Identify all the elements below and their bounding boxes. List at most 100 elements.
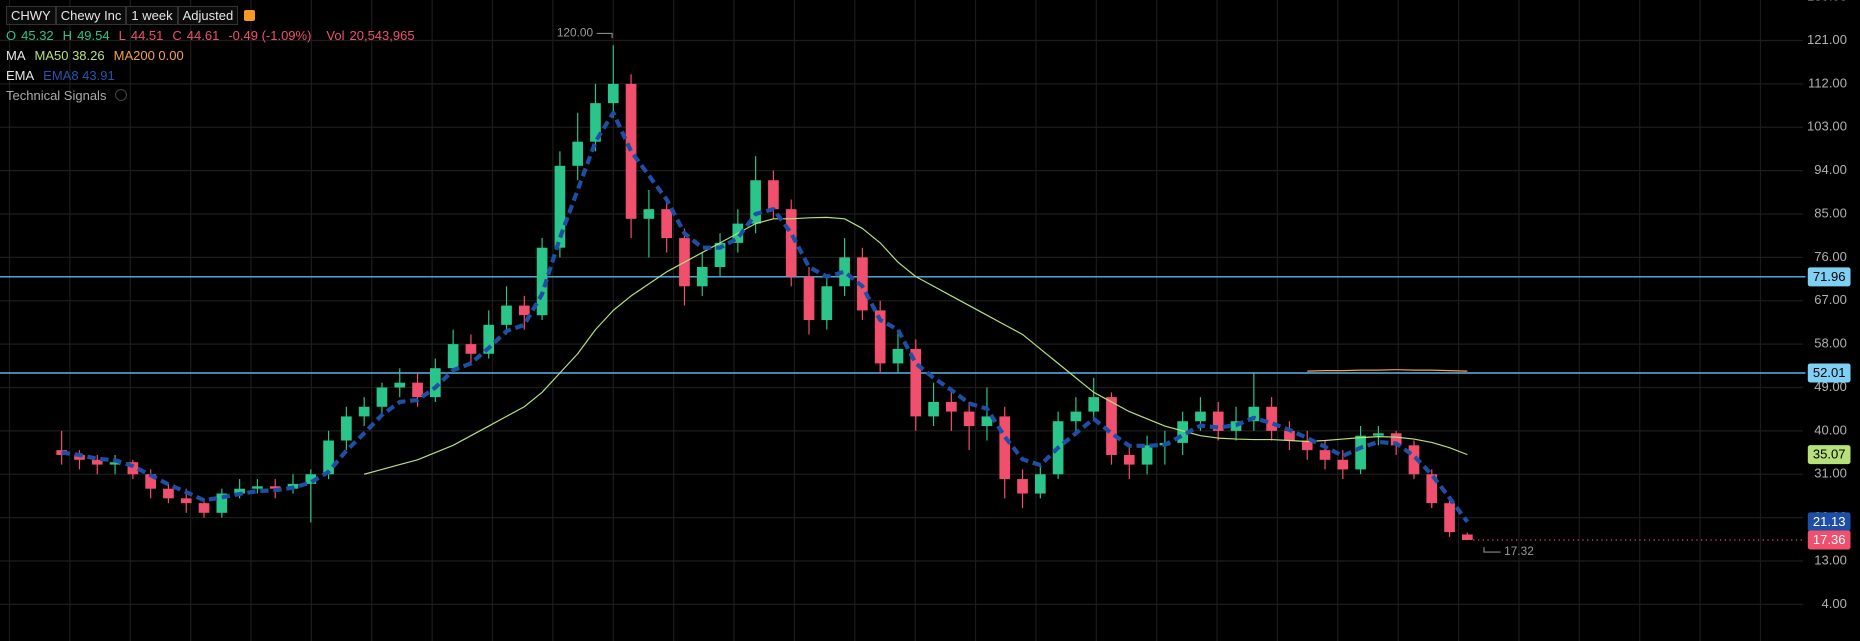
high-marker: [596, 32, 613, 39]
remove-icon: [115, 89, 128, 101]
chart-header: CHWY Chewy Inc 1 week Adjusted O 45.32 H 49…: [6, 5, 415, 105]
volume-value: 20,543,965: [349, 27, 415, 43]
candle-body: [1177, 421, 1189, 443]
studies: MA MA50 38.26 MA200 0.00 EMA EMA8 43.91 Techn…: [6, 45, 415, 105]
candle-body: [750, 180, 761, 224]
candle-body: [714, 242, 726, 268]
candle-body: [590, 103, 601, 142]
candle-body: [1070, 411, 1082, 422]
candle-body: [910, 348, 922, 417]
candle-body: [412, 382, 423, 398]
quote-row: O 45.32 H 49.54 L 44.51 C 44.61 -0.49 (-1.09%) Vo…: [6, 25, 415, 45]
candle-body: [1017, 479, 1028, 494]
candle-body: [198, 503, 210, 513]
y-tick-label: 49.00: [1814, 379, 1847, 394]
study-title: EMA: [6, 67, 35, 83]
candle-body: [572, 141, 584, 166]
candle-body: [963, 411, 975, 427]
candle-body: [661, 209, 672, 239]
candle-body: [1106, 397, 1117, 455]
candle-body: [892, 348, 904, 364]
settings-icon[interactable]: [244, 9, 256, 21]
candle-body: [180, 498, 192, 504]
candle-body: [109, 462, 121, 465]
candle-body: [1444, 503, 1455, 533]
candle-body: [1373, 433, 1384, 436]
study-title: MA: [6, 47, 26, 63]
company-name: Chewy Inc: [55, 5, 127, 25]
candle-body: [394, 382, 406, 388]
candle-body: [1408, 445, 1420, 475]
candle-body: [447, 344, 459, 369]
volume: Vol 20,543,965: [326, 28, 414, 43]
candle-body: [785, 209, 797, 277]
quote-item: O 45.32: [6, 28, 54, 43]
candle-body: [216, 493, 228, 513]
adjustment[interactable]: Adjusted: [177, 5, 239, 25]
candle-body: [430, 368, 441, 398]
quote-value: 45.32: [21, 27, 54, 43]
study-row: MA MA50 38.26 MA200 0.00: [6, 45, 415, 65]
candle-body: [1141, 445, 1153, 465]
study-row: EMA EMA8 43.91: [6, 65, 415, 85]
indicator-line: [1307, 369, 1468, 372]
candle-body: [1462, 534, 1473, 540]
interval[interactable]: 1 week: [126, 5, 178, 25]
candle-body: [1319, 450, 1331, 460]
study-title: Technical Signals: [6, 87, 107, 103]
candle-body: [696, 267, 708, 287]
quote-value: 44.51: [130, 27, 164, 43]
volume-label: Vol: [326, 27, 345, 43]
quote-label: C: [172, 27, 182, 43]
candle-body: [483, 324, 495, 354]
quote-value: 49.54: [77, 27, 110, 43]
price-level-badge-bg: [1807, 363, 1851, 383]
candle-body: [1390, 433, 1402, 446]
candle-body: [839, 257, 850, 287]
study-value: MA200 0.00: [113, 47, 184, 63]
last-price-badge-bg: [1807, 530, 1851, 550]
candle-body: [341, 416, 352, 441]
candle-body: [946, 401, 957, 412]
high-label: 120.00: [557, 26, 594, 40]
indicator-line: [61, 110, 1470, 524]
candle-body: [1266, 406, 1277, 431]
quote-label: O: [6, 27, 17, 43]
candle-body: [234, 488, 245, 494]
change: -0.49 (-1.09%): [228, 27, 312, 43]
candle-body: [607, 83, 619, 104]
candle-body: [999, 416, 1011, 480]
y-tick-label: 94.00: [1814, 162, 1847, 177]
low-label: 17.32: [1504, 544, 1534, 558]
candle-body: [465, 344, 477, 354]
candle-body: [928, 401, 939, 417]
indicator-badge: 35.07: [1813, 447, 1846, 462]
y-tick-label: 40.00: [1814, 422, 1847, 437]
y-tick-label: 103.00: [1807, 119, 1847, 134]
symbol[interactable]: CHWY: [6, 5, 56, 25]
y-tick-label: 76.00: [1814, 249, 1847, 264]
y-tick-label: 112.00: [1808, 75, 1847, 90]
symbol-row: CHWY Chewy Inc 1 week Adjusted: [6, 5, 415, 25]
y-tick-label: 121.00: [1807, 32, 1847, 47]
quote-label: L: [118, 27, 126, 43]
quote-label: H: [62, 27, 73, 43]
candle-body: [874, 310, 886, 364]
candle-body: [536, 247, 548, 316]
candle-body: [1355, 435, 1366, 470]
price-level-badge: 52.01: [1813, 365, 1846, 380]
y-tick-label: 67.00: [1814, 292, 1847, 307]
quote-item: C 44.61: [172, 28, 219, 43]
candle-body: [145, 474, 156, 489]
candle-body: [269, 486, 281, 489]
candle-body: [643, 209, 655, 219]
study-value: MA50 38.26: [34, 47, 105, 63]
y-tick-label: 58.00: [1814, 336, 1847, 351]
quote-value: 44.61: [186, 27, 220, 43]
candle-body: [305, 474, 317, 484]
indicator-badge-bg: [1807, 512, 1851, 532]
price-level-badge-bg: [1807, 267, 1851, 287]
candle-body: [821, 286, 833, 321]
candle-body: [1212, 411, 1224, 431]
